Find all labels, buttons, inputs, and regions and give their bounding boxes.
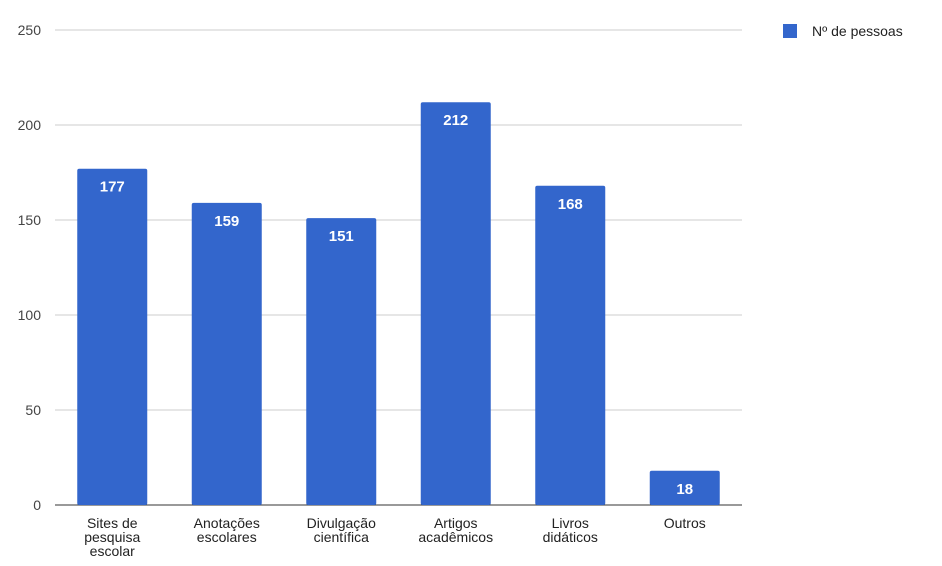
y-tick-label: 0 <box>33 497 41 513</box>
y-tick-label: 100 <box>18 307 42 323</box>
x-tick-label: Divulgação científica <box>307 515 376 545</box>
y-tick-label: 50 <box>25 402 41 418</box>
bars: 177 159 151 212 168 18 <box>77 102 720 506</box>
legend-swatch <box>783 24 797 38</box>
x-tick-label: Anotações escolares <box>194 515 260 545</box>
x-tick-label: Sites de pesquisa escolar <box>84 515 140 559</box>
data-label: 177 <box>100 179 125 196</box>
data-label: 168 <box>558 196 583 213</box>
x-tick-label: Artigos acadêmicos <box>418 515 493 545</box>
data-label: 18 <box>676 481 693 498</box>
legend: Nº de pessoas <box>783 23 903 39</box>
data-label: 151 <box>329 228 354 245</box>
data-label: 212 <box>443 112 468 129</box>
y-tick-label: 150 <box>18 212 42 228</box>
bar <box>306 218 377 505</box>
data-label: 159 <box>214 213 239 230</box>
bar <box>420 102 491 505</box>
x-axis-labels: Sites de pesquisa escolar Anotações escolare… <box>84 515 706 559</box>
legend-label: Nº de pessoas <box>812 23 903 39</box>
x-tick-label: Outros <box>664 515 706 531</box>
bar <box>77 168 148 505</box>
gridlines <box>55 29 742 506</box>
y-tick-label: 250 <box>18 22 42 38</box>
bar <box>535 185 606 506</box>
bar <box>191 202 262 505</box>
y-tick-label: 200 <box>18 117 42 133</box>
bar <box>649 470 720 505</box>
y-axis-ticks: 0 50 100 150 200 250 <box>18 22 42 513</box>
x-tick-label: Livros didáticos <box>543 515 598 545</box>
